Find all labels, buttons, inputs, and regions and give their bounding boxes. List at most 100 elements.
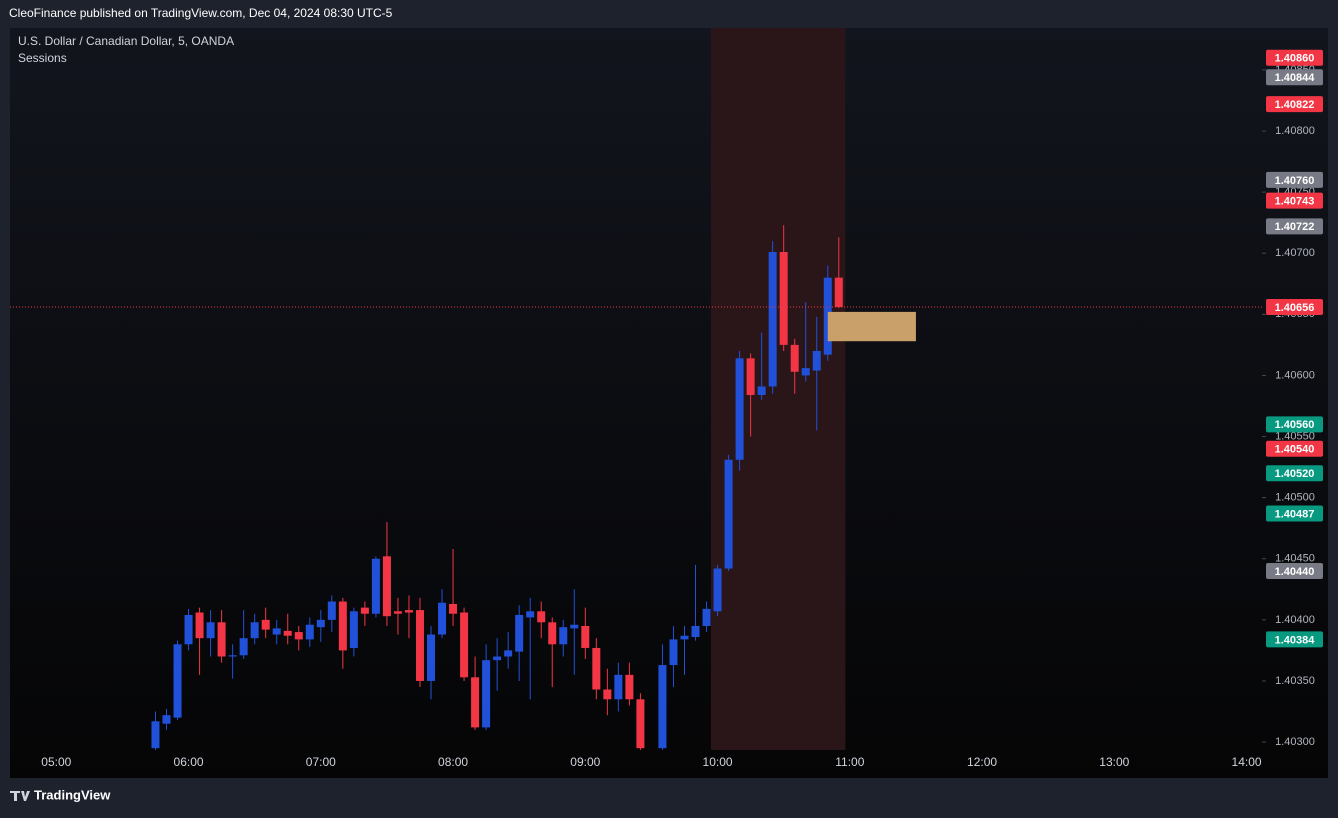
candle-body bbox=[713, 568, 722, 612]
candle-body bbox=[625, 674, 634, 700]
price-label: 1.40860 bbox=[1275, 53, 1315, 65]
candle-body bbox=[559, 627, 568, 645]
price-label: 1.40540 bbox=[1275, 444, 1315, 456]
candle-body bbox=[757, 386, 766, 395]
plot-area bbox=[151, 28, 916, 750]
candle-body bbox=[603, 689, 612, 700]
candle-body bbox=[515, 614, 524, 652]
candle-body bbox=[735, 358, 744, 460]
candle-body bbox=[360, 607, 369, 614]
candle-body bbox=[724, 459, 733, 569]
candle-body bbox=[537, 611, 546, 623]
candle-body bbox=[691, 625, 700, 637]
y-tick-label: 1.40350 bbox=[1275, 675, 1315, 687]
y-tick-label: 1.40400 bbox=[1275, 614, 1315, 626]
candle-body bbox=[239, 638, 248, 656]
y-tick-label: 1.40800 bbox=[1275, 125, 1315, 137]
x-tick-label: 05:00 bbox=[41, 755, 71, 769]
candle-body bbox=[371, 558, 380, 614]
x-tick-label: 09:00 bbox=[570, 755, 600, 769]
candle-body bbox=[272, 628, 281, 635]
x-tick-label: 06:00 bbox=[174, 755, 204, 769]
candle-body bbox=[305, 624, 314, 640]
x-tick-label: 07:00 bbox=[306, 755, 336, 769]
candle-body bbox=[570, 624, 579, 629]
price-label: 1.40760 bbox=[1275, 175, 1315, 187]
candle-body bbox=[592, 647, 601, 690]
y-tick-label: 1.40550 bbox=[1275, 430, 1315, 442]
candle-body bbox=[581, 625, 590, 648]
x-tick-label: 14:00 bbox=[1232, 755, 1262, 769]
price-label-box bbox=[1266, 631, 1323, 648]
candle-body bbox=[283, 630, 292, 636]
price-label: 1.40440 bbox=[1275, 566, 1315, 578]
candle-body bbox=[702, 608, 711, 626]
candle-body bbox=[449, 603, 458, 614]
candle-body bbox=[812, 350, 821, 371]
candle-body bbox=[658, 665, 667, 749]
price-label-box bbox=[1266, 96, 1323, 113]
candle-body bbox=[294, 632, 303, 640]
price-label-box bbox=[1266, 69, 1323, 86]
indicator-name: Sessions bbox=[18, 51, 67, 65]
price-label-box bbox=[1266, 192, 1323, 209]
candle-body bbox=[614, 674, 623, 700]
candle-body bbox=[338, 601, 347, 651]
price-label: 1.40487 bbox=[1275, 508, 1315, 520]
x-tick-label: 10:00 bbox=[703, 755, 733, 769]
candle-body bbox=[327, 601, 336, 620]
candle-body bbox=[636, 699, 645, 749]
chart-background bbox=[10, 28, 1328, 778]
x-tick-label: 12:00 bbox=[967, 755, 997, 769]
candle-body bbox=[779, 252, 788, 345]
x-tick-label: 08:00 bbox=[438, 755, 468, 769]
candle-body bbox=[471, 677, 480, 728]
candle-body bbox=[801, 368, 810, 376]
candle-body bbox=[746, 358, 755, 395]
candle-body bbox=[349, 611, 358, 648]
logo bbox=[10, 791, 30, 801]
price-label-box bbox=[1266, 562, 1323, 579]
candle-body bbox=[460, 612, 469, 678]
y-tick-label: 1.40500 bbox=[1275, 492, 1315, 504]
price-label-box bbox=[1266, 218, 1323, 235]
price-label: 1.40520 bbox=[1275, 468, 1315, 480]
candle-body bbox=[415, 610, 424, 681]
y-tick-label: 1.40450 bbox=[1275, 553, 1315, 565]
price-label-box bbox=[1266, 416, 1323, 433]
price-label-box bbox=[1266, 171, 1323, 188]
price-label: 1.40560 bbox=[1275, 419, 1315, 431]
candle-body bbox=[482, 660, 491, 728]
candle-body bbox=[504, 650, 513, 657]
candle-body bbox=[438, 602, 447, 635]
candle-body bbox=[669, 639, 678, 666]
price-label: 1.40384 bbox=[1275, 634, 1316, 646]
price-label: 1.40722 bbox=[1275, 221, 1315, 233]
candle-body bbox=[548, 622, 557, 645]
price-label-box bbox=[1266, 465, 1323, 482]
candle-body bbox=[206, 622, 215, 639]
price-label: 1.40743 bbox=[1275, 196, 1315, 208]
candle-body bbox=[217, 622, 226, 657]
y-tick-label: 1.40600 bbox=[1275, 369, 1315, 381]
candle-body bbox=[261, 619, 270, 630]
candle-body bbox=[151, 721, 160, 749]
candle-body bbox=[404, 610, 413, 613]
candle-body bbox=[834, 277, 843, 307]
candle-body bbox=[228, 655, 237, 657]
candle-body bbox=[184, 614, 193, 645]
candle-body bbox=[316, 619, 325, 628]
y-tick-label: 1.40700 bbox=[1275, 247, 1315, 259]
price-label: 1.40844 bbox=[1275, 72, 1316, 84]
price-label-box bbox=[1266, 505, 1323, 522]
candle-body bbox=[493, 656, 502, 661]
candle-body bbox=[382, 556, 391, 617]
y-tick-label: 1.40300 bbox=[1275, 736, 1315, 748]
candle-body bbox=[526, 611, 535, 618]
chart-title: U.S. Dollar / Canadian Dollar, 5, OANDA bbox=[18, 34, 234, 48]
candle-body bbox=[195, 612, 204, 639]
price-label-box bbox=[1266, 298, 1323, 315]
zone bbox=[827, 311, 916, 342]
price-label: 1.40822 bbox=[1275, 99, 1315, 111]
